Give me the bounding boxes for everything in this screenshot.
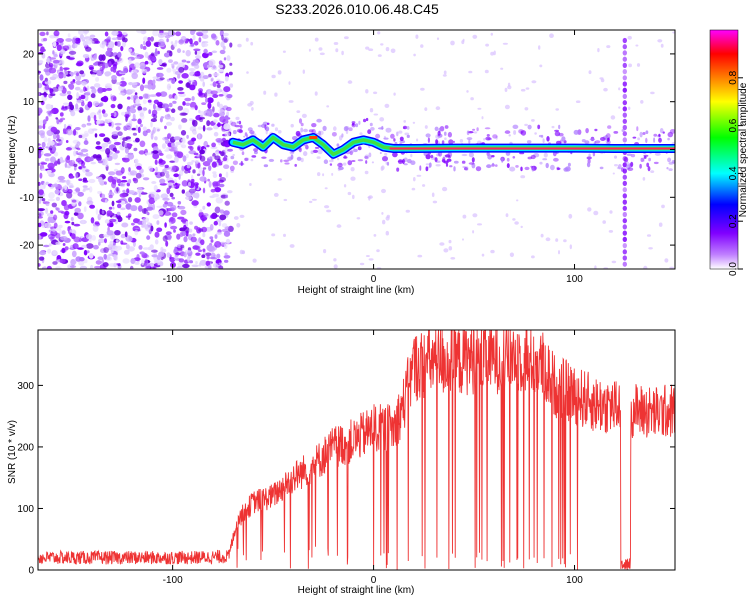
snr-ytick-label: 0	[28, 566, 34, 577]
snr-line	[38, 330, 675, 570]
colorbar-label: Normalized spectral amplitude	[738, 82, 749, 217]
colorbar: 0.0 0.2 0.4 0.6 0.8	[709, 29, 743, 276]
snr-xtick-label: 0	[371, 575, 377, 586]
colorbar-tick-label: 0.8	[728, 70, 739, 84]
snr-ytick-label: 100	[17, 504, 34, 515]
spectrogram-xtick-label: -100	[163, 274, 183, 285]
snr-frame	[37, 329, 676, 571]
colorbar-tick-label: 0.6	[728, 118, 739, 132]
spectrogram-blobs	[38, 30, 675, 269]
snr-xtick-label: 100	[566, 575, 583, 586]
spectrogram-ytick-label: -10	[20, 193, 35, 204]
snr-ylabel: SNR (10 * v/v)	[7, 420, 18, 484]
spectrogram-ylabel: Frequency (Hz)	[7, 116, 18, 185]
spectrogram-ytick-label: -20	[20, 241, 35, 252]
snr-background	[38, 330, 675, 570]
spectrogram-ytick-label: 20	[23, 49, 35, 60]
snr-panel: -100 0 100 0 100 200 300	[17, 329, 676, 586]
snr-ytick-label: 300	[17, 381, 34, 392]
figure-title: S233.2026.010.06.48.C45	[275, 1, 439, 17]
spectrogram-xtick-label: 100	[566, 274, 583, 285]
spectrogram-xlabel: Height of straight line (km)	[298, 285, 415, 296]
snr-xlabel: Height of straight line (km)	[298, 585, 415, 596]
snr-ytick-label: 200	[17, 442, 34, 453]
snr-xtick-label: -100	[163, 575, 183, 586]
spectrogram-ytick-label: 0	[28, 145, 34, 156]
colorbar-tick-label: 0.4	[728, 166, 739, 180]
spectrogram-xtick-label: 0	[371, 274, 377, 285]
colorbar-tick-label: 0.2	[728, 214, 739, 228]
colorbar-tick-label: 0.0	[728, 262, 739, 276]
colorbar-gradient	[709, 29, 739, 270]
spectrogram-ytick-label: 10	[23, 97, 35, 108]
snr-series	[38, 330, 675, 570]
